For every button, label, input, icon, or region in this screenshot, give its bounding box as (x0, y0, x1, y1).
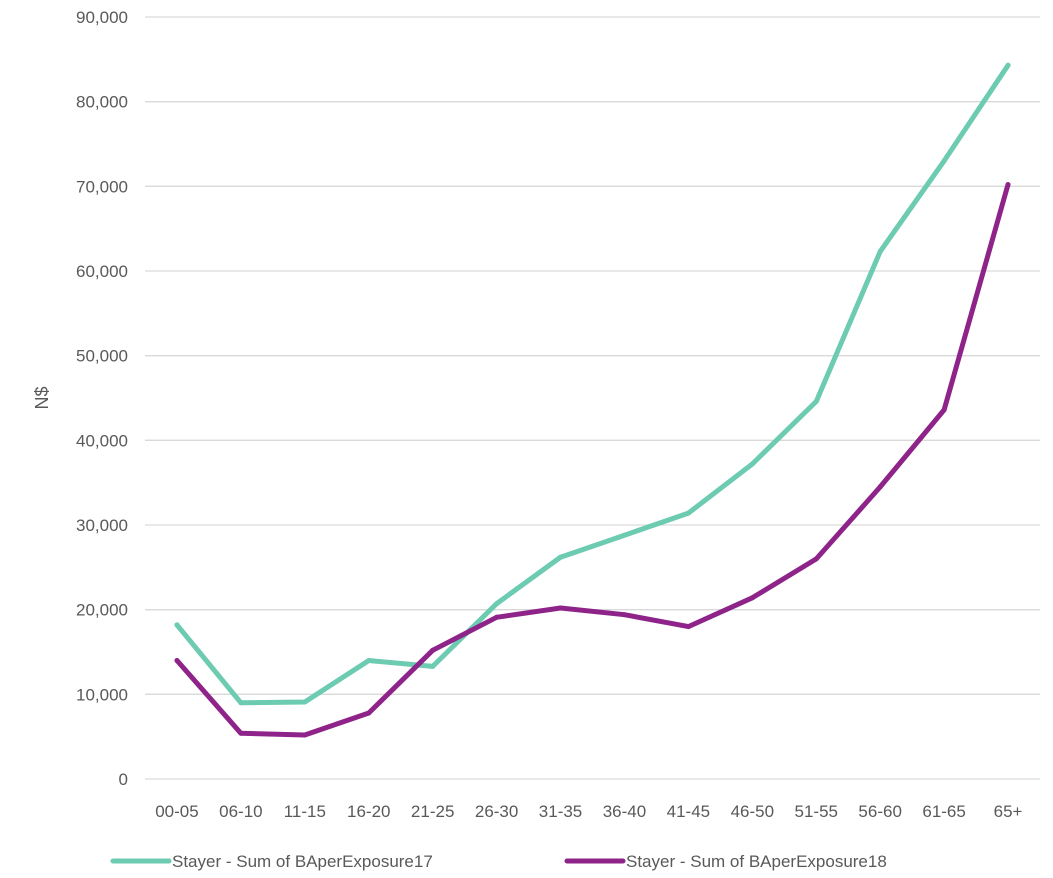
data-point (302, 732, 308, 738)
x-tick-label: 21-25 (411, 802, 454, 821)
data-point (174, 622, 180, 628)
x-tick-label: 36-40 (603, 802, 646, 821)
x-tick-label: 56-60 (858, 802, 901, 821)
data-point (238, 700, 244, 706)
y-tick-label: 80,000 (76, 93, 128, 112)
series-line-1 (174, 62, 1011, 706)
data-point (1005, 182, 1011, 188)
data-point (366, 710, 372, 716)
x-tick-label: 00-05 (155, 802, 198, 821)
x-tick-label: 26-30 (475, 802, 518, 821)
y-tick-label: 0 (119, 770, 128, 789)
data-point (1005, 62, 1011, 68)
data-point (558, 554, 564, 560)
y-axis-title: N$ (32, 386, 52, 409)
data-point (941, 407, 947, 413)
data-point (813, 398, 819, 404)
x-tick-label: 31-35 (539, 802, 582, 821)
x-tick-label: 06-10 (219, 802, 262, 821)
legend: Stayer - Sum of BAperExposure17 Stayer - … (110, 852, 887, 871)
x-tick-label: 65+ (994, 802, 1023, 821)
data-point (877, 249, 883, 255)
y-tick-label: 90,000 (76, 8, 128, 27)
data-point (685, 624, 691, 630)
y-tick-label: 40,000 (76, 431, 128, 450)
data-point (430, 647, 436, 653)
data-point (685, 510, 691, 516)
legend-label: Stayer - Sum of BAperExposure17 (172, 852, 433, 871)
data-point (877, 484, 883, 490)
data-point (238, 730, 244, 736)
y-tick-label: 30,000 (76, 516, 128, 535)
data-point (302, 699, 308, 705)
series-line-2 (174, 182, 1011, 738)
x-tick-label: 46-50 (731, 802, 774, 821)
data-point (813, 556, 819, 562)
y-axis-tick-labels: 0 10,000 20,000 30,000 40,000 50,000 60,000 70,… (76, 8, 128, 789)
data-point (941, 158, 947, 164)
data-point (494, 614, 500, 620)
y-tick-label: 20,000 (76, 601, 128, 620)
data-point (621, 612, 627, 618)
y-tick-label: 50,000 (76, 347, 128, 366)
data-point (621, 532, 627, 538)
gridlines (145, 16, 1040, 780)
data-point (558, 605, 564, 611)
x-tick-label: 51-55 (795, 802, 838, 821)
x-tick-label: 61-65 (922, 802, 965, 821)
data-point (494, 601, 500, 607)
legend-label: Stayer - Sum of BAperExposure18 (626, 852, 887, 871)
x-axis-tick-labels: 00-05 06-10 11-15 16-20 21-25 26-30 31-35 36-40… (155, 802, 1022, 821)
y-tick-label: 10,000 (76, 685, 128, 704)
x-tick-label: 16-20 (347, 802, 390, 821)
data-point (749, 595, 755, 601)
data-point (749, 461, 755, 467)
x-tick-label: 41-45 (667, 802, 710, 821)
data-point (174, 657, 180, 663)
data-point (430, 663, 436, 669)
y-tick-label: 60,000 (76, 262, 128, 281)
y-tick-label: 70,000 (76, 177, 128, 196)
series-lines (174, 62, 1011, 738)
x-tick-label: 11-15 (284, 802, 326, 821)
data-point (366, 657, 372, 663)
